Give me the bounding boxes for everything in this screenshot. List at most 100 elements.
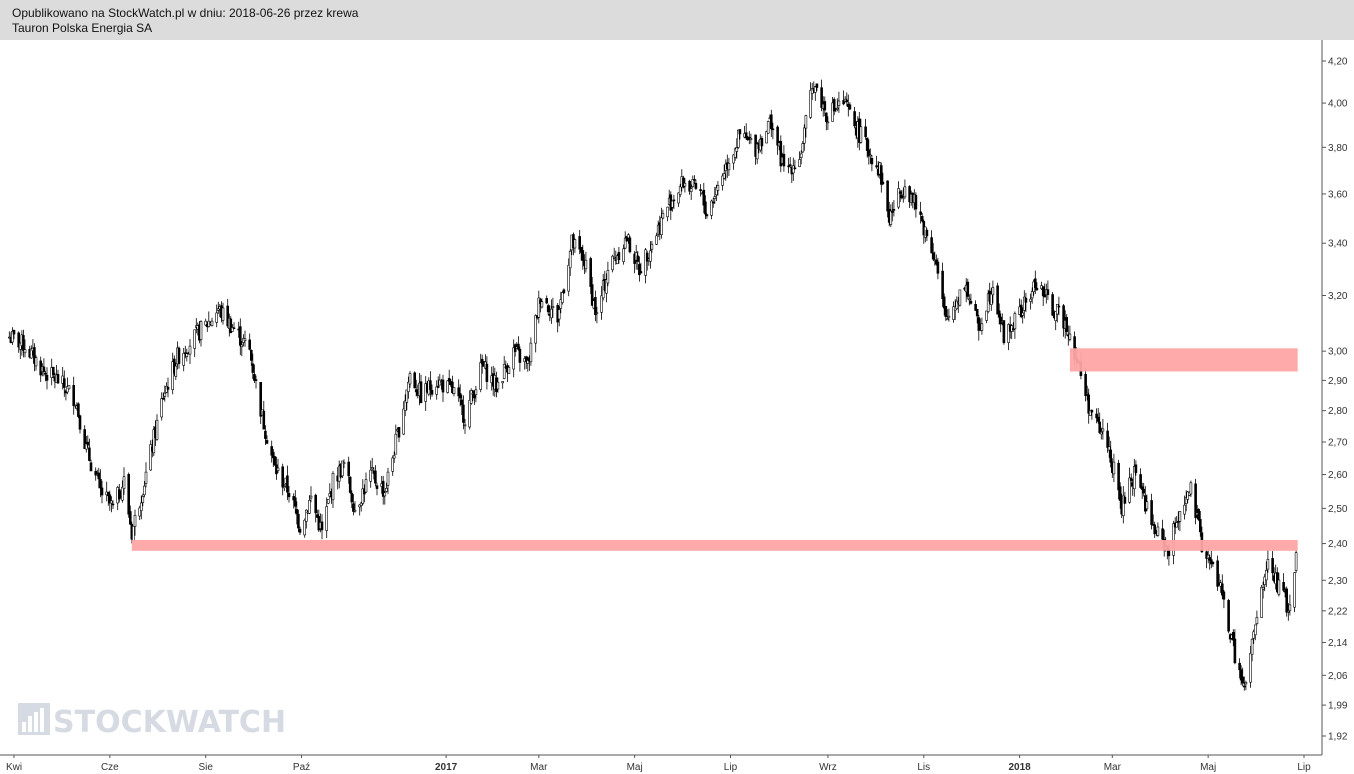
- candle-body: [381, 480, 385, 497]
- candle-body: [86, 441, 90, 446]
- candle-body: [67, 385, 71, 390]
- candle-body: [638, 264, 641, 276]
- candle-body: [1271, 558, 1274, 574]
- candle-body: [72, 384, 75, 407]
- candle-body: [193, 329, 196, 349]
- candle-body: [485, 363, 489, 383]
- candle-body: [385, 487, 388, 492]
- candle-body: [1222, 591, 1226, 600]
- candle-body: [920, 216, 924, 222]
- candle-body: [820, 87, 823, 108]
- candle-body: [276, 467, 280, 471]
- candle-body: [997, 310, 1001, 318]
- candle-body: [1021, 312, 1025, 316]
- candle-body: [435, 386, 439, 395]
- candle-body: [108, 494, 112, 504]
- candle-body: [733, 148, 737, 158]
- instrument-name: Tauron Polska Energia SA: [12, 21, 153, 35]
- candle-body: [132, 525, 135, 541]
- candle-body: [1029, 298, 1032, 302]
- candle-body: [1035, 287, 1039, 291]
- candle-body: [407, 381, 410, 393]
- candle-body: [394, 433, 398, 455]
- candle-body: [1054, 311, 1057, 322]
- candle-body: [842, 100, 845, 105]
- y-tick-label: 3,20: [1328, 291, 1348, 302]
- candle-body: [402, 408, 406, 435]
- candle-body: [1056, 303, 1059, 315]
- candle-body: [1265, 570, 1268, 581]
- candle-body: [787, 165, 790, 168]
- candle-body: [358, 504, 362, 508]
- candle-body: [1123, 496, 1127, 504]
- candle-body: [1186, 491, 1189, 500]
- candle-body: [1051, 294, 1054, 316]
- candle-body: [441, 379, 445, 393]
- candle-body: [864, 126, 867, 138]
- candle-body: [83, 429, 86, 450]
- candle-body: [1109, 449, 1112, 463]
- candle-body: [867, 149, 871, 157]
- candle-body: [1140, 486, 1144, 490]
- candle-body: [537, 297, 541, 318]
- candle-body: [229, 318, 233, 334]
- candle-body: [900, 194, 904, 199]
- candle-body: [353, 509, 357, 512]
- candle-body: [639, 271, 643, 274]
- price-zone: [131, 540, 1298, 551]
- candle-body: [405, 389, 409, 403]
- candle-body: [526, 360, 530, 364]
- candle-body: [969, 300, 973, 304]
- candle-body: [661, 213, 665, 219]
- candle-body: [617, 252, 621, 261]
- candle-body: [182, 352, 185, 366]
- candle-body: [699, 189, 702, 192]
- candle-body: [1211, 561, 1215, 565]
- candle-body: [704, 201, 707, 215]
- candle-body: [457, 387, 461, 397]
- candle-body: [118, 489, 121, 500]
- candle-body: [1084, 373, 1087, 397]
- candle-body: [612, 256, 616, 259]
- candle-body: [1282, 581, 1285, 591]
- candle-body: [693, 179, 696, 181]
- candle-body: [1101, 428, 1105, 432]
- candle-body: [469, 390, 473, 404]
- candle-body: [875, 165, 878, 168]
- candle-body: [996, 285, 999, 315]
- candle-body: [779, 141, 783, 167]
- candle-body: [18, 342, 22, 350]
- price-zone: [1069, 348, 1298, 372]
- candle-body: [308, 499, 311, 514]
- candle-body: [1293, 572, 1296, 608]
- y-tick-label: 2,40: [1328, 539, 1348, 550]
- y-tick-label: 1,92: [1328, 732, 1348, 743]
- candle-body: [1194, 483, 1197, 518]
- candle-body: [1107, 446, 1111, 451]
- candle-body: [540, 301, 544, 308]
- candle-body: [966, 281, 970, 297]
- candle-body: [721, 175, 724, 186]
- candle-body: [1244, 681, 1248, 685]
- candle-body: [281, 466, 285, 488]
- candle-body: [56, 373, 60, 384]
- candle-body: [133, 514, 137, 527]
- y-tick-label: 2,22: [1328, 606, 1348, 617]
- candle-body: [666, 206, 669, 218]
- candle-body: [529, 342, 533, 363]
- y-tick-label: 2,70: [1328, 438, 1348, 449]
- candle-body: [1129, 477, 1133, 481]
- candle-body: [848, 104, 852, 110]
- candle-body: [474, 389, 478, 395]
- candle-body: [897, 188, 900, 208]
- candle-body: [297, 513, 300, 529]
- candle-body: [12, 329, 16, 335]
- candle-body: [413, 372, 417, 389]
- candle-body: [1216, 560, 1219, 587]
- candle-body: [809, 90, 812, 118]
- candle-body: [975, 308, 979, 317]
- candle-body: [793, 167, 797, 170]
- candle-body: [325, 506, 329, 531]
- candle-body: [578, 236, 582, 250]
- candle-body: [221, 307, 225, 321]
